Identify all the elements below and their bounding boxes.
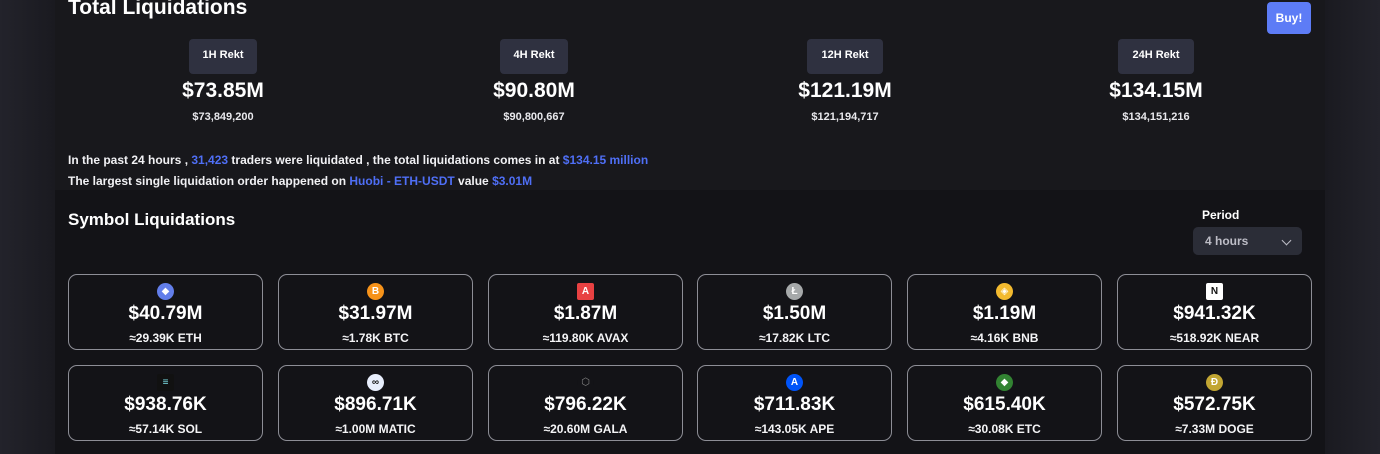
stat-exact: $121,194,717 (811, 111, 879, 123)
stat-exact: $90,800,667 (503, 111, 565, 123)
symbol-amount: $40.79M (128, 303, 203, 324)
symbol-quantity: ≈1.78K BTC (342, 331, 409, 345)
summary-text-part: The largest single liquidation order hap… (68, 174, 350, 188)
stat-label: 1H Rekt (188, 39, 258, 74)
symbol-card[interactable]: ∞ $896.71K ≈1.00M MATIC (278, 365, 473, 441)
avax-icon: A (577, 283, 594, 300)
bnb-icon: ◈ (996, 283, 1013, 300)
symbol-quantity: ≈57.14K SOL (128, 422, 203, 436)
symbol-card[interactable]: ◆ $615.40K ≈30.08K ETC (907, 365, 1102, 441)
stat-exact: $134,151,216 (1122, 111, 1190, 123)
period-label: Period (1202, 208, 1240, 222)
symbol-amount: $31.97M (338, 303, 413, 324)
stat-4h: 4H Rekt $90.80M $90,800,667 (434, 39, 634, 123)
symbol-quantity: ≈20.60M GALA (543, 422, 628, 436)
traders-count-link[interactable]: 31,423 (191, 153, 229, 167)
summary-text-part: value (454, 174, 493, 188)
symbol-card[interactable]: ◆ $40.79M ≈29.39K ETH (68, 274, 263, 350)
symbol-card[interactable]: Ð $572.75K ≈7.33M DOGE (1117, 365, 1312, 441)
symbol-amount: $941.32K (1173, 303, 1256, 324)
stat-1h: 1H Rekt $73.85M $73,849,200 (123, 39, 323, 123)
symbol-amount: $1.50M (762, 303, 827, 324)
stat-amount: $73.85M (182, 79, 264, 102)
symbol-card[interactable]: N $941.32K ≈518.92K NEAR (1117, 274, 1312, 350)
summary-text: In the past 24 hours , 31,423 traders we… (68, 150, 648, 192)
symbol-quantity: ≈29.39K ETH (129, 331, 202, 345)
symbol-card[interactable]: ⬡ $796.22K ≈20.60M GALA (488, 365, 683, 441)
btc-icon: B (367, 283, 384, 300)
total-amount-link[interactable]: $134.15 million (562, 153, 649, 167)
symbol-quantity: ≈17.82K LTC (758, 331, 831, 345)
symbol-quantity: ≈119.80K AVAX (542, 331, 629, 345)
total-liquidations-panel (55, 0, 1325, 190)
near-icon: N (1206, 283, 1223, 300)
stat-label: 24H Rekt (1118, 39, 1194, 74)
stat-exact: $73,849,200 (192, 111, 254, 123)
symbol-amount: $938.76K (124, 394, 207, 415)
symbol-quantity: ≈1.00M MATIC (335, 422, 416, 436)
exchange-link[interactable]: Huobi - ETH-USDT (349, 174, 455, 188)
symbol-card[interactable]: A $711.83K ≈143.05K APE (697, 365, 892, 441)
stat-amount: $121.19M (798, 79, 892, 102)
symbol-quantity: ≈7.33M DOGE (1175, 422, 1254, 436)
etc-icon: ◆ (996, 374, 1013, 391)
stat-label: 12H Rekt (807, 39, 883, 74)
period-value: 4 hours (1205, 234, 1249, 248)
symbol-quantity: ≈4.16K BNB (970, 331, 1039, 345)
stat-label: 4H Rekt (499, 39, 569, 74)
symbol-amount: $711.83K (753, 394, 836, 415)
summary-text-part: In the past 24 hours , (68, 153, 192, 167)
stat-12h: 12H Rekt $121.19M $121,194,717 (745, 39, 945, 123)
symbol-amount: $615.40K (963, 394, 1046, 415)
summary-text-part: traders were liquidated , the total liqu… (228, 153, 563, 167)
ltc-icon: Ł (786, 283, 803, 300)
symbol-card[interactable]: ≡ $938.76K ≈57.14K SOL (68, 365, 263, 441)
symbol-card[interactable]: Ł $1.50M ≈17.82K LTC (697, 274, 892, 350)
symbol-amount: $1.87M (553, 303, 618, 324)
stat-amount: $134.15M (1109, 79, 1203, 102)
eth-icon: ◆ (157, 283, 174, 300)
symbol-quantity: ≈30.08K ETC (968, 422, 1041, 436)
symbol-liquidations-title: Symbol Liquidations (68, 210, 236, 229)
stat-24h: 24H Rekt $134.15M $134,151,216 (1056, 39, 1256, 123)
symbol-card[interactable]: B $31.97M ≈1.78K BTC (278, 274, 473, 350)
symbol-card[interactable]: ◈ $1.19M ≈4.16K BNB (907, 274, 1102, 350)
symbol-amount: $796.22K (544, 394, 627, 415)
period-select[interactable]: 4 hours (1193, 227, 1302, 255)
doge-icon: Ð (1206, 374, 1223, 391)
page-title: Total Liquidations (68, 0, 248, 19)
symbol-amount: $1.19M (972, 303, 1037, 324)
symbol-amount: $896.71K (334, 394, 417, 415)
buy-button[interactable]: Buy! (1267, 2, 1311, 34)
stat-amount: $90.80M (493, 79, 575, 102)
largest-value-link[interactable]: $3.01M (492, 174, 533, 188)
matic-icon: ∞ (367, 374, 384, 391)
chevron-down-icon (1281, 235, 1292, 246)
sol-icon: ≡ (157, 374, 174, 391)
symbol-quantity: ≈518.92K NEAR (1169, 331, 1260, 345)
symbol-amount: $572.75K (1173, 394, 1256, 415)
gala-icon: ⬡ (577, 374, 594, 391)
ape-icon: A (786, 374, 803, 391)
symbol-quantity: ≈143.05K APE (754, 422, 835, 436)
symbol-card[interactable]: A $1.87M ≈119.80K AVAX (488, 274, 683, 350)
